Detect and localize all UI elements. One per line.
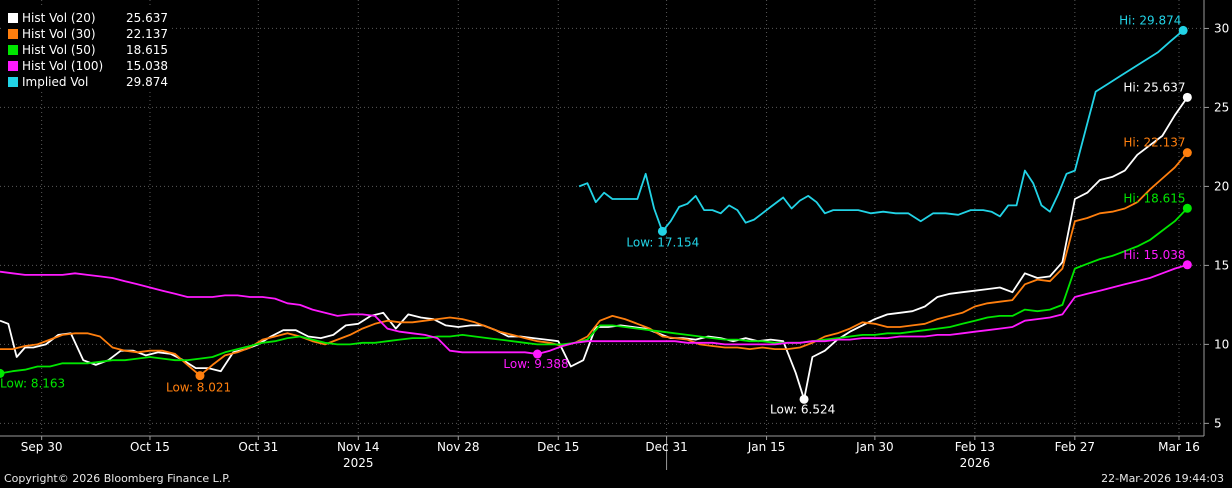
x-tick-label-2: Oct 31 [238, 440, 278, 454]
annotation-label-implied-low: Low: 17.154 [626, 235, 699, 249]
timestamp-text: 22-Mar-2026 19:44:03 [1101, 472, 1224, 485]
legend-item-hv50: Hist Vol (50) 18.615 [8, 42, 168, 58]
annotation-label-hv20-low: Low: 6.524 [770, 402, 835, 416]
series-line-implied [578, 29, 1184, 233]
legend-label-implied: Implied Vol [22, 75, 89, 89]
annotation-dot-implied-9 [657, 226, 667, 236]
legend-swatch-implied [8, 77, 18, 87]
annotation-label-hv100-low: Low: 9.388 [503, 357, 568, 371]
annotation-dot-hv20-0 [1182, 92, 1192, 102]
annotation-label-hv100-hi: Hi: 15.038 [1123, 248, 1185, 262]
legend-swatch-hv20 [8, 13, 18, 23]
annotation-label-hv30-low: Low: 8.021 [166, 381, 231, 395]
series-line-hv30 [0, 152, 1188, 377]
legend-item-implied: Implied Vol 29.874 [8, 74, 168, 90]
x-tick-label-10: Feb 27 [1055, 440, 1095, 454]
legend-swatch-hv100 [8, 61, 18, 71]
x-tick-label-3: Nov 14 [337, 440, 380, 454]
annotation-dot-hv50-5 [0, 368, 5, 378]
y-tick-label-0: 5 [1214, 416, 1222, 430]
series-line-hv50 [0, 207, 1188, 375]
annotation-label-implied-hi: Hi: 29.874 [1119, 13, 1181, 27]
legend-value-hv100: 15.038 [126, 59, 168, 73]
annotation-dot-hv20-1 [799, 394, 809, 404]
y-tick-label-5: 30 [1214, 21, 1229, 35]
legend-item-hv20: Hist Vol (20) 25.637 [8, 10, 168, 26]
legend-item-hv30: Hist Vol (30) 22.137 [8, 26, 168, 42]
annotation-label-hv30-hi: Hi: 22.137 [1123, 136, 1185, 150]
year-label-2025: 2025 [343, 456, 374, 470]
annotation-label-hv20-hi: Hi: 25.637 [1123, 80, 1185, 94]
legend-swatch-hv50 [8, 45, 18, 55]
x-tick-label-6: Dec 31 [645, 440, 687, 454]
y-tick-label-4: 25 [1214, 100, 1229, 114]
annotation-dot-hv50-4 [1182, 203, 1192, 213]
annotation-label-hv50-hi: Hi: 18.615 [1123, 191, 1185, 205]
y-tick-label-3: 20 [1214, 179, 1229, 193]
x-tick-label-5: Dec 15 [537, 440, 579, 454]
annotation-dot-hv100-6 [1182, 260, 1192, 270]
x-tick-label-11: Mar 16 [1158, 440, 1200, 454]
x-tick-label-8: Jan 30 [855, 440, 894, 454]
annotation-dot-implied-8 [1178, 25, 1188, 35]
x-tick-label-9: Feb 13 [955, 440, 995, 454]
legend-item-hv100: Hist Vol (100) 15.038 [8, 58, 168, 74]
x-tick-label-4: Nov 28 [437, 440, 480, 454]
x-tick-label-0: Sep 30 [21, 440, 63, 454]
x-tick-label-1: Oct 15 [130, 440, 170, 454]
year-label-2026: 2026 [960, 456, 991, 470]
copyright-text: Copyright© 2026 Bloomberg Finance L.P. [4, 472, 231, 485]
x-tick-label-7: Jan 15 [747, 440, 786, 454]
legend-label-hv20: Hist Vol (20) [22, 11, 96, 25]
legend-swatch-hv30 [8, 29, 18, 39]
series-line-hv100 [0, 263, 1188, 355]
series-line-hv20 [0, 96, 1189, 401]
legend-value-implied: 29.874 [126, 75, 168, 89]
legend-label-hv50: Hist Vol (50) [22, 43, 96, 57]
annotation-dot-hv30-2 [1182, 148, 1192, 158]
annotation-label-hv50-low: Low: 8.163 [0, 376, 65, 390]
y-tick-label-1: 10 [1214, 337, 1229, 351]
legend-value-hv30: 22.137 [126, 27, 168, 41]
y-tick-label-2: 15 [1214, 258, 1229, 272]
legend-value-hv20: 25.637 [126, 11, 168, 25]
annotation-dot-hv30-3 [195, 371, 205, 381]
chart-legend: Hist Vol (20) 25.637 Hist Vol (30) 22.13… [4, 8, 172, 92]
legend-label-hv100: Hist Vol (100) [22, 59, 104, 73]
legend-label-hv30: Hist Vol (30) [22, 27, 96, 41]
annotation-dot-hv100-7 [532, 349, 542, 359]
legend-value-hv50: 18.615 [126, 43, 168, 57]
